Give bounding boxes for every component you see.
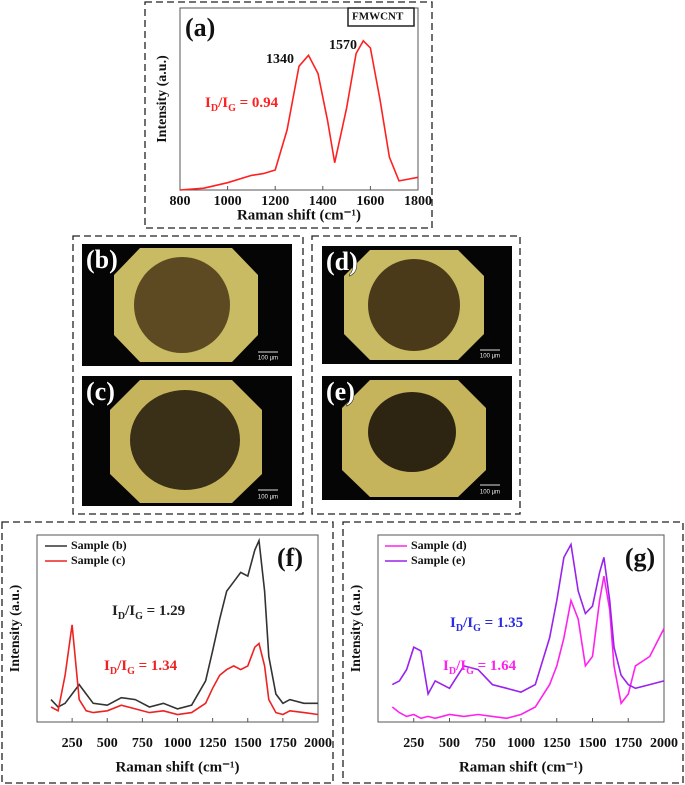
series-line	[50, 624, 319, 716]
x-axis-label: Raman shift (cm⁻¹)	[237, 207, 361, 223]
panel-frame	[342, 521, 684, 784]
x-tick-label: 1800	[404, 194, 432, 209]
x-axis-label: Raman shift (cm⁻¹)	[459, 759, 583, 775]
x-tick-label: 2000	[650, 736, 678, 751]
ratio-part: /I	[462, 615, 473, 631]
x-tick-label: 1000	[214, 194, 242, 209]
ratio-part: = 0.94	[236, 95, 279, 111]
x-tick-label: 800	[170, 194, 191, 209]
ratio-part: D	[211, 103, 218, 114]
panel-frame	[144, 1, 433, 229]
legend-label: Sample (c)	[71, 553, 125, 567]
x-tick-label: 1200	[261, 194, 289, 209]
panel-label: (d)	[326, 247, 358, 276]
legend-label: Sample (d)	[411, 538, 467, 552]
ratio-part: /I	[116, 658, 127, 674]
ratio-part: D	[110, 666, 117, 677]
ratio-label: ID/IG = 0.94	[205, 95, 279, 114]
x-tick-label: 1750	[269, 736, 297, 751]
series-line	[179, 39, 419, 191]
x-tick-label: 250	[403, 736, 424, 751]
x-tick-label: 250	[62, 736, 83, 751]
panel-label: (f)	[277, 543, 303, 572]
panel-frame	[1, 521, 334, 784]
legend-label: Sample (e)	[411, 553, 465, 567]
ratio-part: = 1.35	[481, 615, 523, 631]
series-line	[50, 537, 318, 710]
ratio-part: D	[118, 611, 125, 622]
plot-frame	[179, 7, 419, 191]
x-axis-label: Raman shift (cm⁻¹)	[115, 759, 239, 775]
x-tick-label: 1600	[356, 194, 384, 209]
x-tick-label: 500	[439, 736, 460, 751]
x-tick-label: 1250	[199, 736, 227, 751]
micrograph: 100 µm (c)	[82, 376, 292, 506]
ratio-part: G	[473, 623, 481, 634]
ratio-label: ID/IG = 1.29	[112, 603, 185, 622]
micrograph: 100 µm (e)	[322, 376, 512, 500]
ratio-part: G	[127, 666, 135, 677]
panel-label: (a)	[185, 13, 215, 42]
micrograph: 100 µm (d)	[322, 246, 512, 364]
peak-label: 1340	[266, 52, 294, 67]
panel-label: (g)	[625, 543, 655, 572]
y-axis-label: Intensity (a.u.)	[349, 584, 364, 672]
ratio-part: G	[466, 666, 474, 677]
panel-frame	[72, 235, 304, 515]
ratio-label: ID/IG = 1.35	[450, 615, 523, 634]
x-tick-label: 1250	[543, 736, 571, 751]
x-tick-label: 2000	[304, 736, 332, 751]
x-tick-label: 500	[97, 736, 118, 751]
ratio-part: = 1.34	[135, 658, 178, 674]
panel-label: (b)	[86, 245, 118, 274]
ratio-part: D	[449, 666, 456, 677]
ratio-part: = 1.64	[474, 658, 517, 674]
x-tick-label: 1000	[164, 736, 192, 751]
x-tick-label: 750	[475, 736, 496, 751]
ratio-part: I	[112, 603, 118, 619]
panel-label: (c)	[86, 377, 115, 406]
ratio-part: /I	[455, 658, 466, 674]
scale-bar-label: 100 µm	[258, 495, 278, 501]
ratio-part: /I	[217, 95, 228, 111]
ratio-part: I	[443, 658, 449, 674]
x-tick-label: 750	[132, 736, 153, 751]
panel-frame	[311, 235, 521, 515]
y-axis-label: Intensity (a.u.)	[155, 55, 170, 143]
series-line	[391, 541, 665, 697]
ratio-part: /I	[124, 603, 135, 619]
micrograph: 100 µm (b)	[82, 244, 292, 366]
x-tick-label: 1500	[234, 736, 262, 751]
x-tick-label: 1400	[309, 194, 337, 209]
ratio-label: ID/IG = 1.64	[443, 658, 517, 677]
ratio-label: ID/IG = 1.34	[104, 658, 178, 677]
ratio-part: G	[228, 103, 236, 114]
peak-label: 1570	[329, 38, 357, 53]
scale-bar-label: 100 µm	[480, 354, 500, 360]
ratio-part: D	[456, 623, 463, 634]
scale-bar-label: 100 µm	[480, 490, 500, 496]
ratio-part: G	[135, 611, 143, 622]
scale-bar-label: 100 µm	[258, 356, 278, 362]
legend-label: FMWCNT	[352, 11, 404, 23]
x-tick-label: 1500	[579, 736, 607, 751]
x-tick-label: 1750	[614, 736, 642, 751]
ratio-part: I	[104, 658, 110, 674]
panel-label: (e)	[326, 377, 355, 406]
legend-label: Sample (b)	[71, 538, 127, 552]
ratio-part: I	[450, 615, 456, 631]
x-tick-label: 1000	[507, 736, 535, 751]
legend-box	[347, 7, 415, 27]
series-line	[391, 575, 665, 720]
y-axis-label: Intensity (a.u.)	[8, 584, 23, 672]
ratio-part: = 1.29	[143, 603, 185, 619]
ratio-part: I	[205, 95, 211, 111]
